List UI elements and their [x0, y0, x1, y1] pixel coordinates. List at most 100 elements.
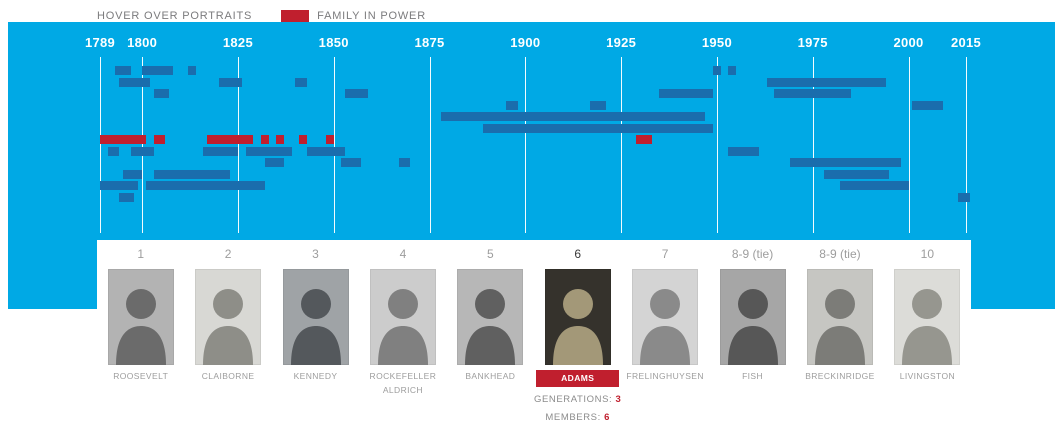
tick-label-1925: 1925: [606, 35, 637, 50]
portrait-column-livingston: 10 LIVINGSTON: [884, 240, 971, 396]
portrait-column-rockefeller: 4 ROCKEFELLER ALDRICH: [359, 240, 446, 396]
tick-line-1950: [716, 57, 718, 233]
person-silhouette-icon: [640, 289, 691, 365]
portrait-adams[interactable]: [544, 269, 611, 365]
rank-label-rockefeller: 4: [399, 247, 407, 261]
family-name-label-frelinghuysen: FRELINGHUYSEN: [626, 371, 704, 381]
family-bar: [188, 66, 196, 75]
family-bar: [107, 146, 120, 156]
rank-label-breckinridge: 8-9 (tie): [819, 247, 861, 261]
portrait-livingston[interactable]: [894, 269, 961, 365]
tick-label-1975: 1975: [797, 35, 828, 50]
family-name-label-bankhead: BANKHEAD: [465, 371, 516, 381]
generations-label: GENERATIONS:: [533, 394, 613, 405]
family-in-power-label: FAMILY IN POWER: [317, 10, 426, 22]
family-bar: [119, 192, 135, 202]
family-bar-highlighted: [100, 135, 146, 144]
family-name-label2-rockefeller: ALDRICH: [382, 385, 423, 396]
family-bar: [659, 89, 714, 98]
portrait-bankhead[interactable]: [457, 269, 524, 365]
family-name-label-kennedy: KENNEDY: [293, 371, 338, 381]
family-bar-highlighted: [299, 135, 307, 144]
family-bar: [245, 146, 292, 156]
tick-label-2015: 2015: [950, 35, 982, 50]
portrait-rockefeller[interactable]: [369, 269, 436, 365]
family-bar: [506, 100, 518, 110]
family-bar: [398, 158, 411, 167]
tick-line-2000: [908, 57, 910, 233]
family-name-label-livingston: LIVINGSTON: [899, 371, 956, 381]
family-name-label-roosevelt: ROOSEVELT: [113, 371, 169, 381]
family-bar: [713, 66, 721, 75]
portrait-kennedy[interactable]: [282, 269, 349, 365]
portrait-row: 1 ROOSEVELT 2 CLAIBORNE 3 KENNEDY 4 ROCKEFELLER…: [97, 240, 971, 396]
tick-line-1825: [237, 57, 239, 233]
family-bar: [115, 66, 131, 75]
family-bar: [130, 146, 154, 156]
family-bar-highlighted: [260, 135, 269, 144]
tick-label-1875: 1875: [414, 35, 445, 50]
family-in-power-swatch: [281, 10, 310, 22]
portrait-column-roosevelt: 1 ROOSEVELT: [97, 240, 184, 396]
tick-line-1800: [142, 57, 144, 233]
portrait-claiborne[interactable]: [195, 269, 262, 365]
portrait-breckinridge[interactable]: [806, 269, 873, 365]
rank-label-kennedy: 3: [312, 247, 319, 261]
tick-line-1850: [333, 57, 335, 233]
portrait-column-fish: 8-9 (tie) FISH: [709, 240, 796, 396]
person-silhouette-icon: [552, 289, 603, 365]
family-bar-highlighted: [326, 135, 334, 144]
family-bar: [590, 100, 606, 110]
legend: HOVER OVER PORTRAITS FAMILY IN POWER: [97, 8, 426, 24]
family-bar: [153, 89, 169, 98]
rank-label-claiborne: 2: [224, 247, 232, 261]
portrait-frelinghuysen[interactable]: [632, 269, 699, 365]
tick-label-1850: 1850: [318, 35, 349, 50]
members-label: MEMBERS:: [545, 412, 601, 423]
family-bar: [728, 146, 760, 156]
family-bar: [306, 146, 346, 156]
family-name-label-rockefeller: ROCKEFELLER: [369, 371, 437, 381]
family-bar: [145, 181, 265, 190]
family-name-label-breckinridge: BRECKINRIDGE: [805, 371, 875, 381]
family-name-label-claiborne: CLAIBORNE: [201, 371, 255, 381]
generations-value: 3: [615, 394, 622, 405]
family-bar: [824, 169, 890, 179]
family-bar: [912, 100, 943, 110]
family-bar-highlighted: [276, 135, 284, 144]
portrait-roosevelt[interactable]: [107, 269, 174, 365]
tick-line-1900: [525, 57, 527, 233]
generations-line: GENERATIONS: 3: [534, 394, 621, 405]
family-bar: [218, 77, 242, 87]
portrait-column-frelinghuysen: 7 FRELINGHUYSEN: [621, 240, 708, 396]
family-bar: [119, 77, 150, 87]
family-bar-highlighted: [636, 135, 652, 144]
tick-label-2000: 2000: [893, 35, 924, 50]
person-silhouette-icon: [727, 289, 778, 365]
rank-label-fish: 8-9 (tie): [731, 247, 774, 261]
rank-label-livingston: 10: [920, 247, 935, 261]
family-bar: [153, 169, 231, 179]
family-bar: [345, 89, 369, 98]
timeline-chart: 1789 1800 1825 1850 1875 1900 1925 1950 1975 2000…: [85, 22, 981, 309]
family-bar: [203, 146, 238, 156]
person-silhouette-icon: [814, 289, 865, 365]
portrait-column-bankhead: 5 BANKHEAD: [447, 240, 534, 396]
family-bar: [766, 77, 886, 87]
family-name-label-fish: FISH: [742, 371, 764, 381]
tick-line-1789: [100, 57, 101, 233]
family-bar: [441, 112, 706, 121]
family-bar: [142, 66, 173, 75]
person-silhouette-icon: [377, 289, 428, 365]
members-value: 6: [604, 412, 610, 423]
portrait-column-breckinridge: 8-9 (tie) BRECKINRIDGE: [796, 240, 883, 396]
portrait-fish[interactable]: [719, 269, 786, 365]
person-silhouette-icon: [290, 289, 341, 365]
portrait-column-kennedy: 3 KENNEDY: [272, 240, 359, 396]
members-line: MEMBERS: 6: [534, 412, 621, 423]
rank-label-bankhead: 5: [486, 247, 494, 261]
family-bar: [789, 158, 901, 167]
family-bar-highlighted: [207, 135, 254, 144]
family-bar: [122, 169, 143, 179]
